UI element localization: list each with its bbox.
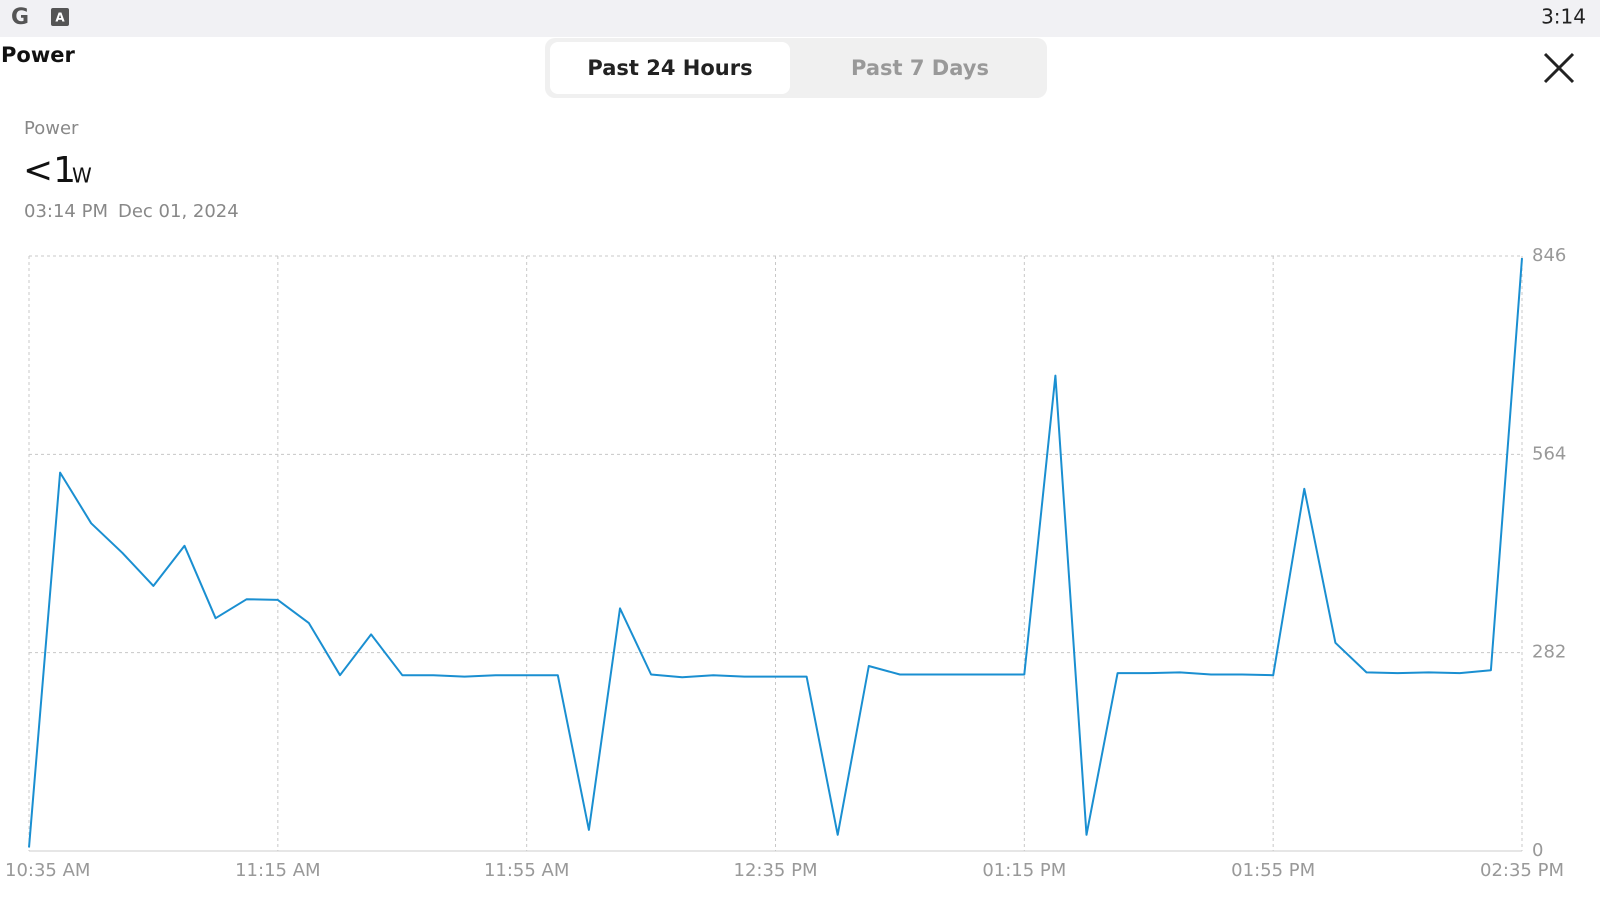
summary-label: Power: [24, 118, 79, 139]
y-tick-label: 846: [1532, 245, 1566, 266]
status-time: 3:14: [1541, 5, 1586, 29]
x-tick-label: 12:35 PM: [734, 860, 818, 881]
summary-time: 03:14 PM: [24, 201, 108, 222]
x-tick-label: 01:15 PM: [982, 860, 1066, 881]
app-icon: G: [11, 5, 29, 30]
data-line: [28, 258, 1523, 848]
x-tick-label: 11:15 AM: [235, 860, 320, 881]
y-tick-label: 564: [1532, 443, 1566, 464]
summary-date: Dec 01, 2024: [118, 201, 239, 222]
tab[interactable]: Past 7 Days: [851, 56, 989, 80]
app-icon-bg: [51, 8, 69, 26]
summary-value: <1: [23, 150, 76, 191]
summary-unit: W: [72, 164, 92, 188]
x-tick-label: 01:55 PM: [1231, 860, 1315, 881]
x-tick-label: 02:35 PM: [1480, 860, 1564, 881]
page-title: Power: [1, 43, 75, 67]
y-tick-label: 0: [1532, 840, 1543, 861]
status-bar: [0, 0, 1600, 37]
close-button[interactable]: [1543, 52, 1575, 84]
y-tick-label: 282: [1532, 642, 1566, 663]
tab-selected-bg: [550, 42, 790, 94]
tab[interactable]: Past 24 Hours: [587, 56, 752, 80]
app-icon: A: [55, 11, 65, 25]
x-tick-label: 11:55 AM: [484, 860, 569, 881]
chart: 0 282 564 846 10:35 AM 11:15 AM 11:55 AM 12:35 …: [5, 245, 1566, 881]
x-tick-label: 10:35 AM: [5, 860, 90, 881]
